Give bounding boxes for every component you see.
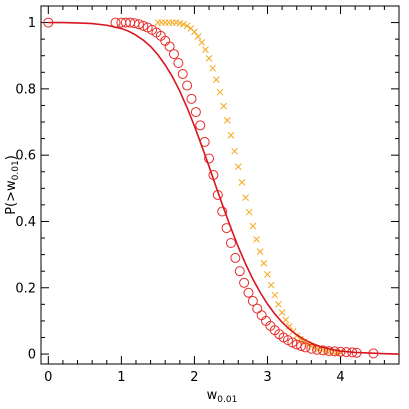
cross-point <box>191 28 198 36</box>
x-tick-label: 0 <box>44 370 52 385</box>
y-tick-label: 1 <box>28 16 36 31</box>
cross-point <box>271 291 279 299</box>
cross-point <box>202 46 209 54</box>
circle-point <box>190 107 201 118</box>
circle-point <box>186 93 197 104</box>
cross-point <box>267 281 275 289</box>
cross-point <box>253 236 260 243</box>
cross-point <box>180 20 187 28</box>
circle-point <box>217 206 228 217</box>
y-tick-label: 0.8 <box>15 82 36 97</box>
x-tick-label: 4 <box>336 370 344 385</box>
circle-point <box>234 266 245 277</box>
y-tick-label: 0.4 <box>15 215 36 230</box>
circle-point <box>239 277 250 288</box>
cross-point <box>282 316 290 324</box>
circle-point <box>129 18 140 29</box>
y-tick-label: 0 <box>28 348 36 363</box>
circle-point <box>247 296 258 307</box>
y-tick-label: 0.6 <box>15 149 36 164</box>
x-tick-label: 3 <box>263 370 271 385</box>
cross-point <box>220 102 228 110</box>
circle-point <box>204 153 215 164</box>
circle-point <box>243 287 254 298</box>
circle-point <box>230 252 241 263</box>
cross-point <box>278 309 286 316</box>
circle-point <box>225 238 236 249</box>
x-axis-label-sub: 0.01 <box>217 395 237 405</box>
circle-point <box>300 342 311 353</box>
cross-point <box>234 163 242 171</box>
x-tick-label: 1 <box>117 370 125 385</box>
circle-point <box>173 58 184 69</box>
cross-point <box>245 208 253 216</box>
cross-point <box>249 222 257 230</box>
cross-point <box>223 117 231 124</box>
cross-point <box>264 271 271 278</box>
tick-labels: 0 1 2 3 4 0 0.2 0.4 0.6 0.8 1 <box>15 16 344 385</box>
circle-point <box>168 49 179 60</box>
circle-point <box>287 337 298 348</box>
cross-point <box>297 335 304 343</box>
model-curve <box>48 21 400 355</box>
cross-point <box>238 178 246 186</box>
cross-point <box>256 248 264 255</box>
circle-point <box>318 345 329 356</box>
x-axis-label: w0.01 <box>207 388 238 405</box>
circle-point <box>252 303 263 314</box>
cross-point <box>198 39 206 46</box>
x-axis-label-main: w <box>207 388 218 403</box>
cross-point <box>212 76 220 83</box>
y-axis-label: P(>w0.01) <box>4 155 21 215</box>
circle-point <box>164 41 175 52</box>
circle-point <box>138 20 149 31</box>
circle-point <box>323 346 334 357</box>
y-tick-label: 0.2 <box>15 281 36 296</box>
circle-point <box>177 68 188 79</box>
cross-point <box>275 300 282 308</box>
cross-point <box>242 194 249 201</box>
cross-point <box>205 55 213 62</box>
circle-point <box>182 80 193 91</box>
cross-point <box>260 259 268 267</box>
data-marks <box>43 17 400 359</box>
y-axis-label-main: P(>w <box>4 180 19 215</box>
cross-point <box>183 22 191 30</box>
cross-point <box>194 33 202 40</box>
y-axis-label-close: ) <box>4 155 19 160</box>
circle-point <box>133 19 144 30</box>
cross-point <box>227 131 235 139</box>
y-axis-label-sub: 0.01 <box>11 160 21 180</box>
plot-frame <box>40 5 400 365</box>
circle-point <box>306 343 317 354</box>
circle-point <box>291 339 302 350</box>
cross-point <box>216 88 224 96</box>
cross-point <box>231 147 238 155</box>
circle-point <box>296 341 307 352</box>
circle-point <box>256 310 267 321</box>
x-tick-label: 2 <box>190 370 198 385</box>
ticks <box>41 6 400 364</box>
cross-point <box>209 64 217 72</box>
circle-point <box>195 120 206 131</box>
